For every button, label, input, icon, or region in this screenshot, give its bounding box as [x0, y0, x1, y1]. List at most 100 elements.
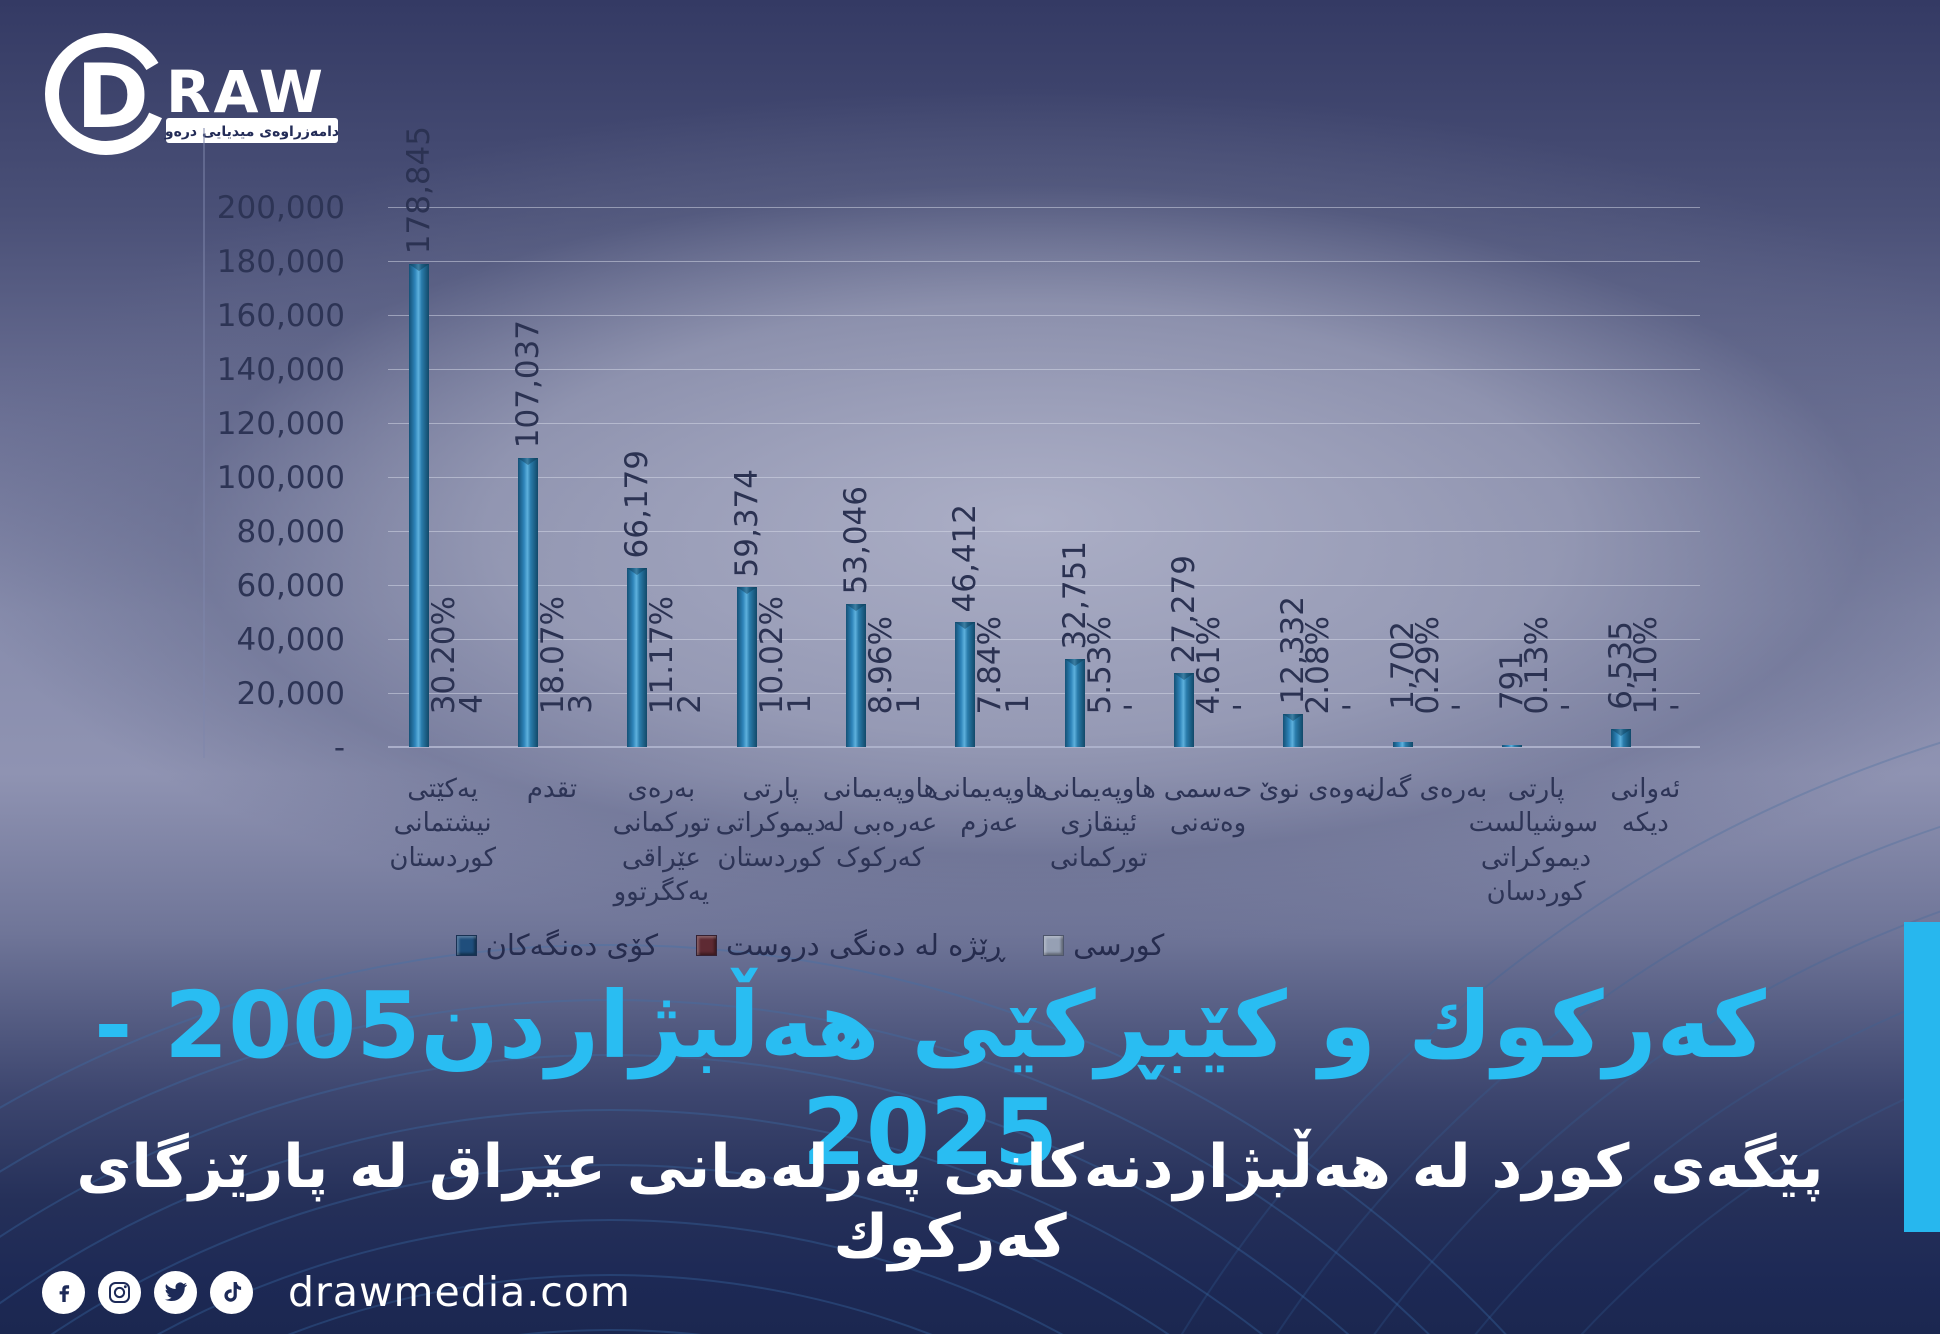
accent-bar: [1904, 922, 1940, 1232]
y-axis-tick-label: 100,000: [216, 460, 345, 496]
bar-value-label: 53,046: [838, 485, 874, 594]
x-axis-category-label: ئەوانی دیکە: [1610, 774, 1681, 839]
y-axis-tick-label: 140,000: [216, 352, 345, 388]
x-axis-category-label: پارتی سوشیالست دیموکراتی کوردسان: [1468, 774, 1598, 907]
instagram-icon[interactable]: [98, 1270, 141, 1314]
bar-top-shade: [955, 622, 976, 629]
x-axis-category-label: هاوپەیمانی عەزم: [932, 774, 1047, 839]
gridline: [388, 315, 1700, 316]
y-axis-tick-label: 120,000: [216, 406, 345, 442]
x-axis-category-label: پارتی دیموکراتی کوردستان: [715, 774, 826, 873]
bar: [1392, 742, 1413, 747]
logo-tagline-box: [166, 118, 338, 143]
legend-item: کورسی: [1043, 928, 1164, 962]
y-axis-tick-label: 160,000: [216, 298, 345, 334]
legend-item: ڕێژە لە دەنگی دروست: [696, 928, 1005, 962]
bar-top-shade: [1283, 714, 1304, 721]
bar: [1174, 673, 1194, 747]
x-axis-category-label: بەرەی گەل: [1366, 774, 1488, 804]
bar: [846, 604, 866, 747]
logo-letter-d: D: [76, 45, 149, 148]
bar-percent-label: 5.53%: [1081, 615, 1118, 714]
bar-top-shade: [1174, 673, 1194, 680]
gridline: [388, 693, 1700, 694]
legend-label: کورسی: [1073, 928, 1165, 962]
legend-label: کۆی دەنگەکان: [485, 928, 659, 962]
bar-seats-label: -: [1231, 688, 1243, 724]
chart-frame-line: [203, 128, 205, 758]
y-axis-tick-label: -: [333, 730, 345, 766]
bar-top-shade: [408, 264, 429, 271]
gridline: [388, 261, 1700, 262]
legend-swatch: [1043, 934, 1065, 956]
x-axis-category-label: هاوپەیمانی ئینقازی تورکمانی: [1041, 774, 1156, 873]
x-axis-category-label: حەسمی وەتەنی: [1163, 774, 1253, 839]
x-axis-category-label: بەرەی تورکمانی عێراقی یەکگرتوو: [612, 774, 711, 907]
bar: [1283, 714, 1304, 747]
bar: [1611, 729, 1632, 747]
x-axis-category-label: هاوپەیمانی عەرەبی لە کەرکوک: [822, 774, 938, 873]
site-url[interactable]: drawmedia.com: [288, 1268, 631, 1316]
y-axis-tick-label: 40,000: [236, 622, 345, 658]
y-axis-tick-label: 180,000: [216, 244, 345, 280]
draw-logo: D RAW دامەزراوەی میدیایی درەو: [45, 33, 339, 155]
bar-seats-label: 4: [453, 694, 490, 714]
gridline: [388, 585, 1700, 586]
bar-percent-label: 2.08%: [1300, 615, 1337, 714]
legend-swatch: [455, 934, 477, 956]
bar-percent-label: 1.10%: [1628, 615, 1665, 714]
bar-value-label: 59,374: [728, 468, 765, 577]
y-axis-tick-label: 200,000: [216, 190, 345, 226]
bar-value-label: 66,179: [619, 449, 656, 558]
x-axis-category-label: یەکێتی نیشتمانی کوردستان: [389, 774, 496, 873]
logo-circle: [45, 33, 167, 155]
legend-label: ڕێژە لە دەنگی دروست: [726, 928, 1006, 962]
footer: drawmedia.com: [42, 1268, 631, 1316]
bar-top-shade: [736, 587, 757, 594]
tiktok-icon[interactable]: [210, 1270, 253, 1314]
y-axis-tick-label: 80,000: [236, 514, 345, 550]
x-axis-category-label: تقدم: [526, 774, 578, 804]
bar: [1502, 745, 1522, 747]
bar-seats-label: -: [1340, 688, 1352, 724]
bar-value-label: 107,037: [510, 319, 546, 448]
bar-top-shade: [518, 458, 538, 465]
y-axis-tick-label: 20,000: [236, 676, 345, 712]
bar: [736, 587, 757, 747]
bar-top-shade: [846, 604, 866, 611]
bar-seats-label: 1: [1000, 694, 1037, 714]
bar: [955, 622, 976, 747]
bar: [1064, 659, 1085, 747]
gridline: [388, 369, 1700, 370]
legend-item: کۆی دەنگەکان: [455, 928, 659, 962]
bar-top-shade: [1611, 729, 1632, 736]
x-axis-category-label: نەوەی نوێ: [1258, 774, 1376, 804]
bar-percent-label: 4.61%: [1191, 615, 1227, 714]
page-title: کەرکوك و کێبڕکێی هەڵبژاردن2005 - 2025: [94, 972, 1766, 1186]
bar-value-label: 46,412: [947, 503, 984, 612]
gridline: [388, 423, 1700, 424]
bar-seats-label: 1: [781, 694, 818, 714]
legend-swatch: [696, 934, 718, 956]
gridline: [388, 531, 1700, 532]
bar-seats-label: 1: [891, 694, 927, 714]
bar-seats-label: -: [1559, 688, 1571, 724]
bar-percent-label: 0.29%: [1409, 615, 1446, 714]
bar-seats-label: 3: [563, 694, 599, 714]
gridline: [388, 477, 1700, 478]
gridline: [388, 207, 1700, 208]
x-axis-line: [388, 746, 1700, 748]
facebook-icon[interactable]: [42, 1270, 85, 1314]
gridline: [388, 639, 1700, 640]
twitter-icon[interactable]: [154, 1270, 197, 1314]
bar-top-shade: [1064, 659, 1085, 666]
bar-seats-label: -: [1122, 688, 1134, 724]
bar: [408, 264, 429, 747]
bar: [518, 458, 538, 747]
logo-tagline: دامەزراوەی میدیایی درەو: [164, 124, 339, 140]
bar-seats-label: 2: [672, 694, 709, 714]
chart-legend: کۆی دەنگەکان ڕێژە لە دەنگی دروست کورسی: [430, 928, 1190, 962]
bar-percent-label: 0.13%: [1519, 615, 1555, 714]
